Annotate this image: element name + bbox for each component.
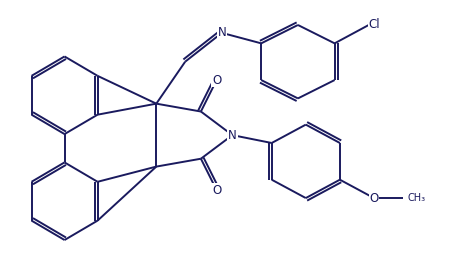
Text: O: O [370, 192, 379, 205]
Text: CH₃: CH₃ [407, 193, 425, 203]
Text: O: O [212, 184, 221, 197]
Text: Cl: Cl [369, 19, 380, 32]
Text: O: O [212, 74, 221, 87]
Text: N: N [228, 129, 237, 142]
Text: N: N [217, 26, 226, 39]
